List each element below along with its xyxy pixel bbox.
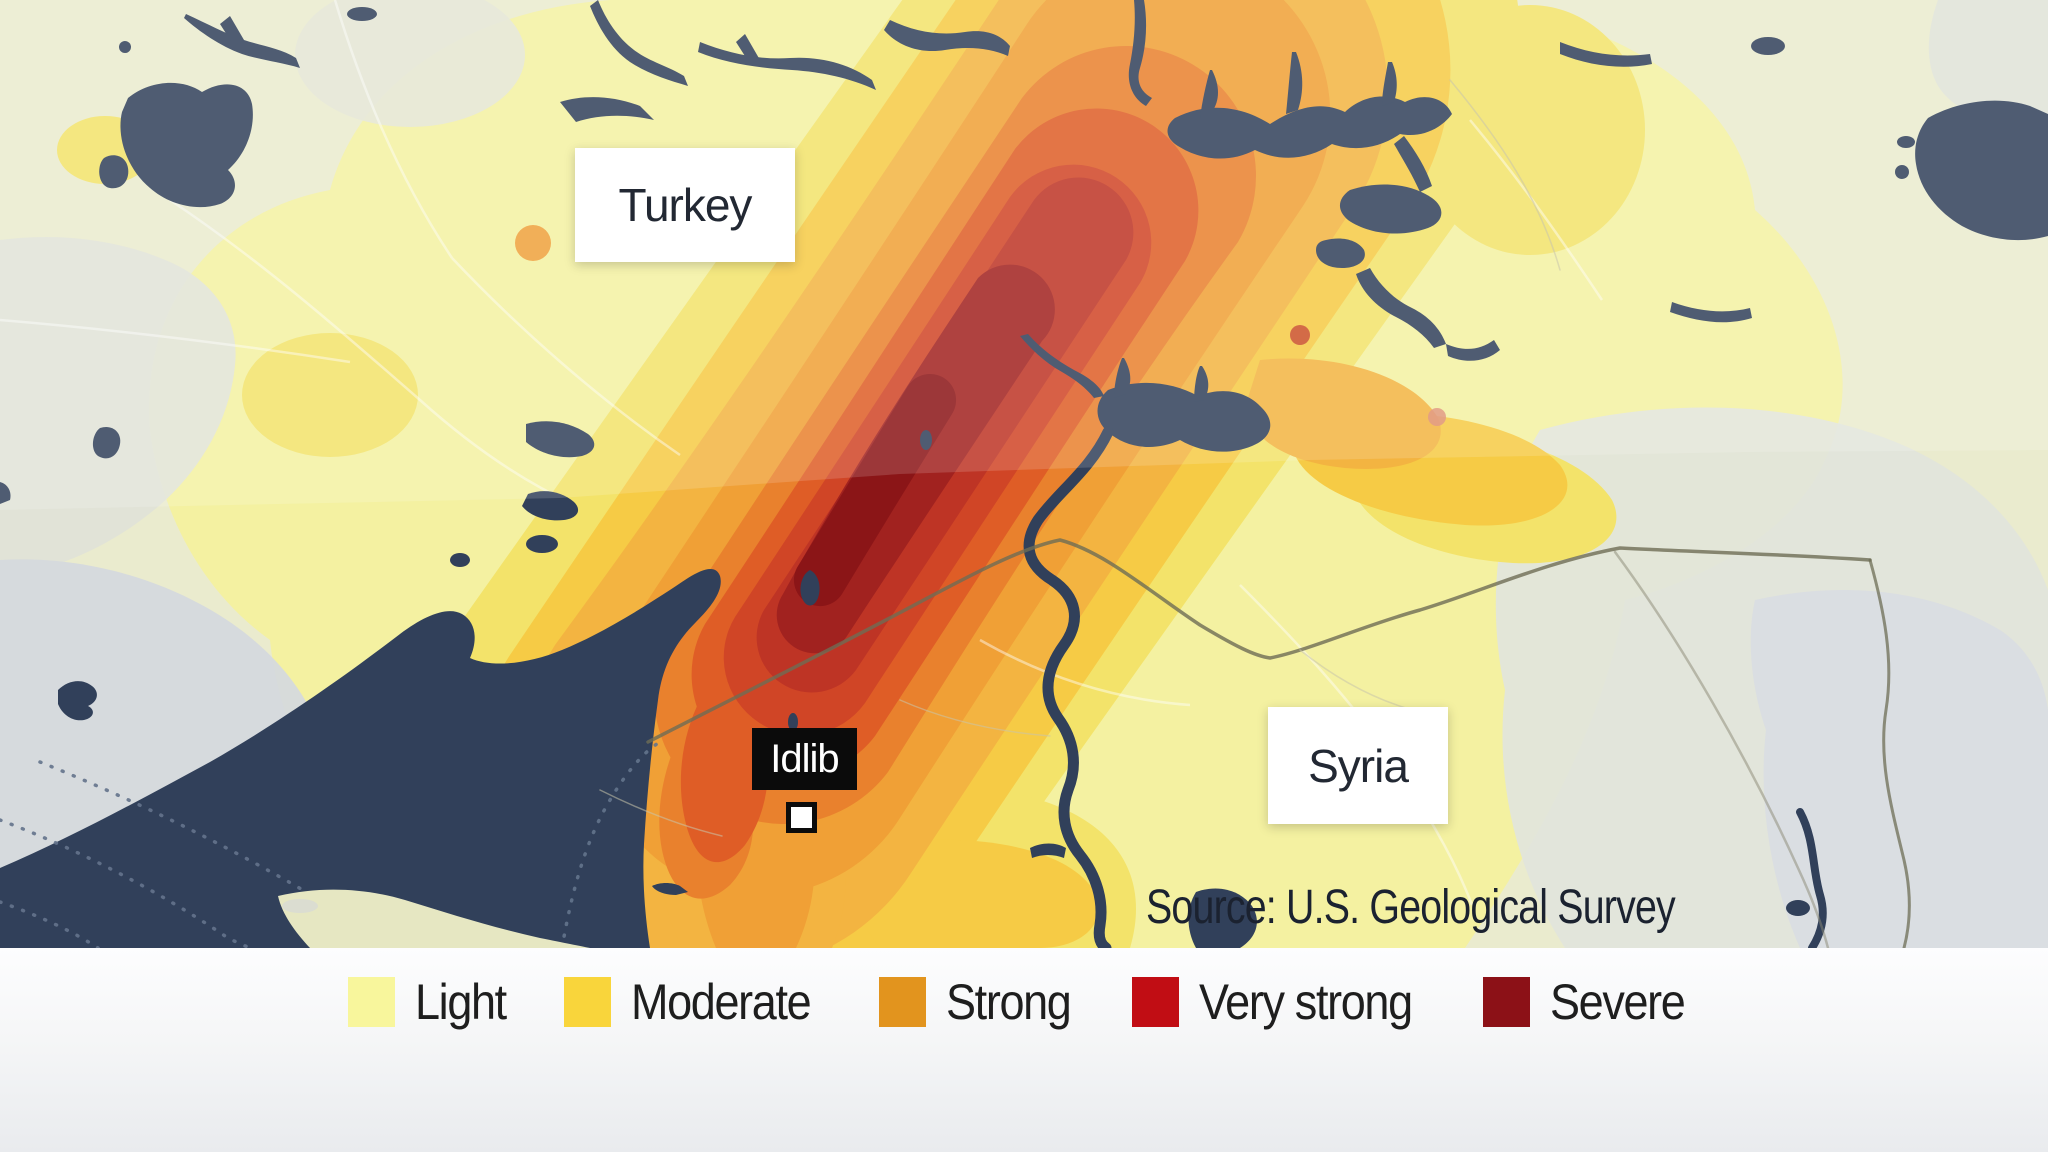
legend-strip: Light Moderate Strong Very strong Severe bbox=[0, 948, 2048, 1152]
ataturk-reservoir bbox=[1097, 382, 1271, 452]
keban-reservoir bbox=[1167, 96, 1452, 159]
legend-label-very-strong: Very strong bbox=[1198, 974, 1413, 1030]
legend-label-severe: Severe bbox=[1550, 974, 1686, 1030]
river-pool bbox=[1786, 900, 1810, 916]
border-lines bbox=[599, 79, 1911, 948]
legend-swatch-severe bbox=[1483, 977, 1531, 1027]
legend-item-severe: Severe bbox=[1483, 973, 1699, 1031]
country-label-turkey-text: Turkey bbox=[618, 179, 753, 231]
rivers bbox=[1023, 426, 1827, 948]
legend-label-moderate: Moderate bbox=[631, 974, 812, 1030]
turkey-syria-border bbox=[646, 538, 1872, 744]
country-label-turkey: Turkey bbox=[575, 148, 795, 262]
syria-iraq-border bbox=[1868, 558, 1911, 948]
lake-van bbox=[1915, 100, 2048, 241]
legend-swatch-strong bbox=[878, 977, 926, 1027]
legend-item-light: Light bbox=[348, 973, 516, 1031]
legend-swatch-moderate bbox=[564, 977, 612, 1027]
lake-tuz bbox=[120, 82, 253, 208]
shakemap bbox=[0, 0, 2048, 948]
country-label-syria: Syria bbox=[1268, 707, 1448, 824]
intensity-legend: Light Moderate Strong Very strong Severe bbox=[0, 973, 2048, 1031]
mediterranean-sea bbox=[0, 569, 721, 948]
legend-label-light: Light bbox=[415, 974, 507, 1030]
legend-item-strong: Strong bbox=[878, 973, 1084, 1031]
small-intensity-spots bbox=[515, 225, 1446, 426]
idlib-marker bbox=[786, 802, 817, 833]
city-label-idlib-text: Idlib bbox=[770, 736, 839, 781]
country-label-syria-text: Syria bbox=[1308, 739, 1409, 792]
euphrates-river bbox=[1023, 426, 1114, 948]
legend-item-moderate: Moderate bbox=[564, 973, 830, 1031]
water-bodies bbox=[0, 0, 2048, 948]
cyprus-island bbox=[278, 889, 590, 948]
source-attribution: Source: U.S. Geological Survey bbox=[1146, 880, 1791, 935]
legend-swatch-light bbox=[348, 977, 396, 1027]
source-attribution-text: Source: U.S. Geological Survey bbox=[1146, 881, 1676, 934]
bathymetry-dotted-lines bbox=[0, 738, 666, 948]
intensity-severe-zone bbox=[756, 177, 1134, 693]
north-lighten-overlay bbox=[0, 0, 2048, 510]
legend-swatch-very-strong bbox=[1131, 977, 1179, 1027]
farfield-gray-patches bbox=[0, 407, 2048, 948]
legend-label-strong: Strong bbox=[945, 974, 1072, 1030]
city-label-idlib: Idlib bbox=[752, 728, 857, 790]
legend-item-very-strong: Very strong bbox=[1131, 973, 1435, 1031]
